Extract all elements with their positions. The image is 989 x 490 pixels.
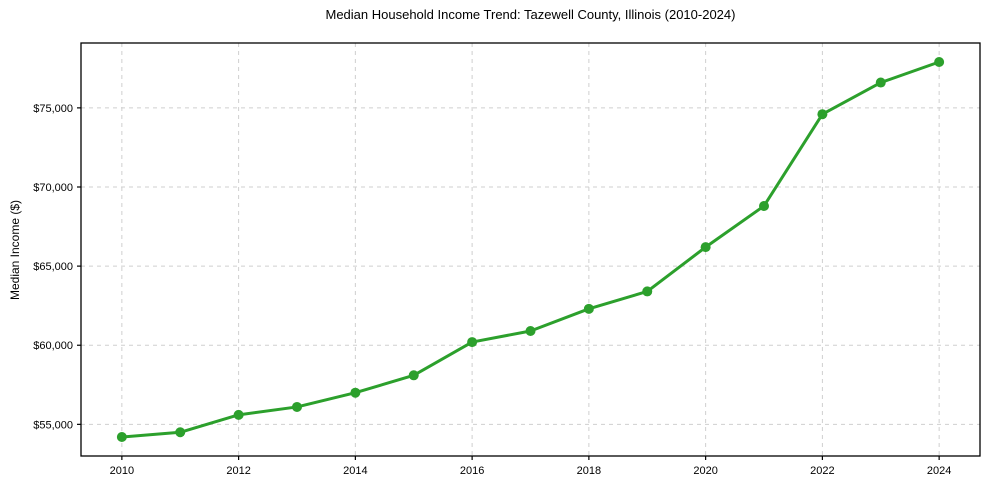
chart-title: Median Household Income Trend: Tazewell …	[325, 7, 736, 22]
plot-border	[80, 42, 981, 457]
data-point	[700, 242, 711, 253]
data-point	[116, 432, 127, 443]
data-point	[817, 109, 828, 120]
x-tick-label: 2014	[343, 465, 367, 477]
x-tick-label: 2016	[460, 465, 484, 477]
data-point	[759, 200, 770, 211]
y-tick-label: $65,000	[33, 261, 73, 273]
y-tick-label: $70,000	[33, 182, 73, 194]
x-tick-label: 2018	[577, 465, 601, 477]
data-point	[525, 325, 536, 336]
data-point	[583, 303, 594, 314]
data-point	[875, 77, 886, 88]
data-point	[934, 56, 945, 67]
x-tick-label: 2022	[810, 465, 834, 477]
x-tick-label: 2010	[110, 465, 134, 477]
data-point	[467, 337, 478, 348]
x-tick-label: 2012	[226, 465, 250, 477]
data-point	[350, 387, 361, 398]
data-point	[291, 401, 302, 412]
x-tick-label: 2024	[927, 465, 951, 477]
data-line	[120, 60, 941, 439]
data-point	[408, 370, 419, 381]
y-tick-label: $55,000	[33, 419, 73, 431]
data-point	[233, 409, 244, 420]
data-point	[175, 427, 186, 438]
y-tick-label: $60,000	[33, 340, 73, 352]
y-tick-label: $75,000	[33, 103, 73, 115]
x-tick-label: 2020	[693, 465, 717, 477]
data-point	[642, 286, 653, 297]
